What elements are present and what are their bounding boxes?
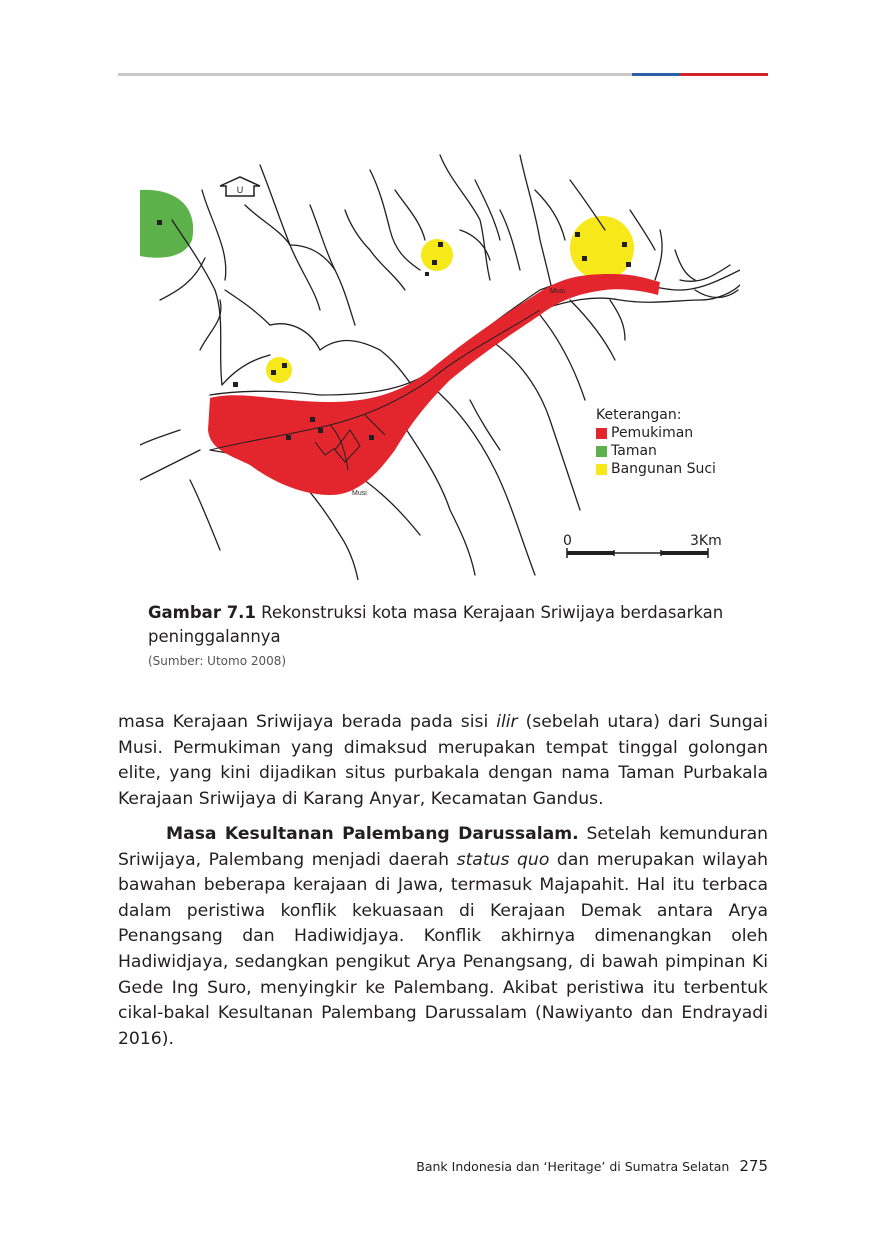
settlement-area — [208, 274, 660, 495]
legend-item-settlement: Pemukiman — [596, 424, 716, 442]
legend-swatch — [596, 463, 607, 475]
italic-term: ilir — [496, 712, 518, 732]
sacred-area-2 — [570, 216, 634, 280]
text-run: Setelah kemunduran Sriwijaya, Palembang … — [118, 824, 768, 870]
header-rule-blue — [632, 73, 680, 76]
legend-item-sacred: Bangunan Suci — [596, 460, 716, 478]
river-label-2: Musi — [352, 490, 367, 497]
sriwijaya-map: U Musi Musi — [140, 150, 740, 580]
page-number: 275 — [739, 1157, 768, 1175]
scale-end-label: 3Km — [690, 533, 722, 549]
figure-label: Gambar 7.1 — [148, 603, 256, 622]
map-legend: Keterangan: Pemukiman Taman Bangunan Suc… — [596, 406, 716, 478]
figure-caption: Gambar 7.1 Rekonstruksi kota masa Keraja… — [148, 601, 768, 649]
legend-label: Bangunan Suci — [611, 461, 716, 477]
river-label-1: Musi — [550, 288, 565, 295]
legend-swatch — [596, 445, 607, 457]
scale-start-label: 0 — [563, 533, 572, 549]
site-markers — [157, 220, 631, 440]
page-footer: Bank Indonesia dan ‘Heritage’ di Sumatra… — [416, 1157, 768, 1175]
text-run: masa Kerajaan Sriwijaya berada pada sisi — [118, 712, 497, 732]
legend-label: Pemukiman — [611, 425, 694, 441]
header-rule — [118, 73, 768, 76]
paragraph-2: Masa Kesultanan Palembang Darussalam. Se… — [118, 822, 768, 1052]
legend-swatch — [596, 427, 607, 439]
north-arrow-icon — [219, 176, 261, 197]
section-heading: Masa Kesultanan Palembang Darussalam. — [166, 824, 579, 844]
header-rule-red — [680, 73, 768, 76]
map-drawing: U Musi Musi — [140, 154, 740, 580]
italic-term: status quo — [456, 849, 550, 870]
paragraph-1: masa Kerajaan Sriwijaya berada pada sisi… — [118, 710, 768, 812]
legend-label: Taman — [611, 443, 657, 459]
figure-caption-text: Rekonstruksi kota masa Kerajaan Sriwijay… — [148, 603, 724, 646]
sacred-area-3 — [266, 357, 292, 383]
header-rule-gray — [118, 73, 632, 76]
legend-title: Keterangan: — [596, 407, 682, 423]
figure-source: (Sumber: Utomo 2008) — [148, 654, 287, 668]
text-run: (sebelah utara) dari Sungai Musi. Permuk… — [118, 712, 768, 809]
text-run: dan merupakan wilayah bawahan beberapa k… — [118, 849, 768, 1049]
park-area — [140, 189, 194, 258]
legend-item-park: Taman — [596, 442, 716, 460]
running-title: Bank Indonesia dan ‘Heritage’ di Sumatra… — [416, 1159, 730, 1174]
north-label: U — [237, 185, 244, 195]
settlement-roads — [209, 309, 541, 471]
sacred-area-1 — [421, 239, 453, 271]
